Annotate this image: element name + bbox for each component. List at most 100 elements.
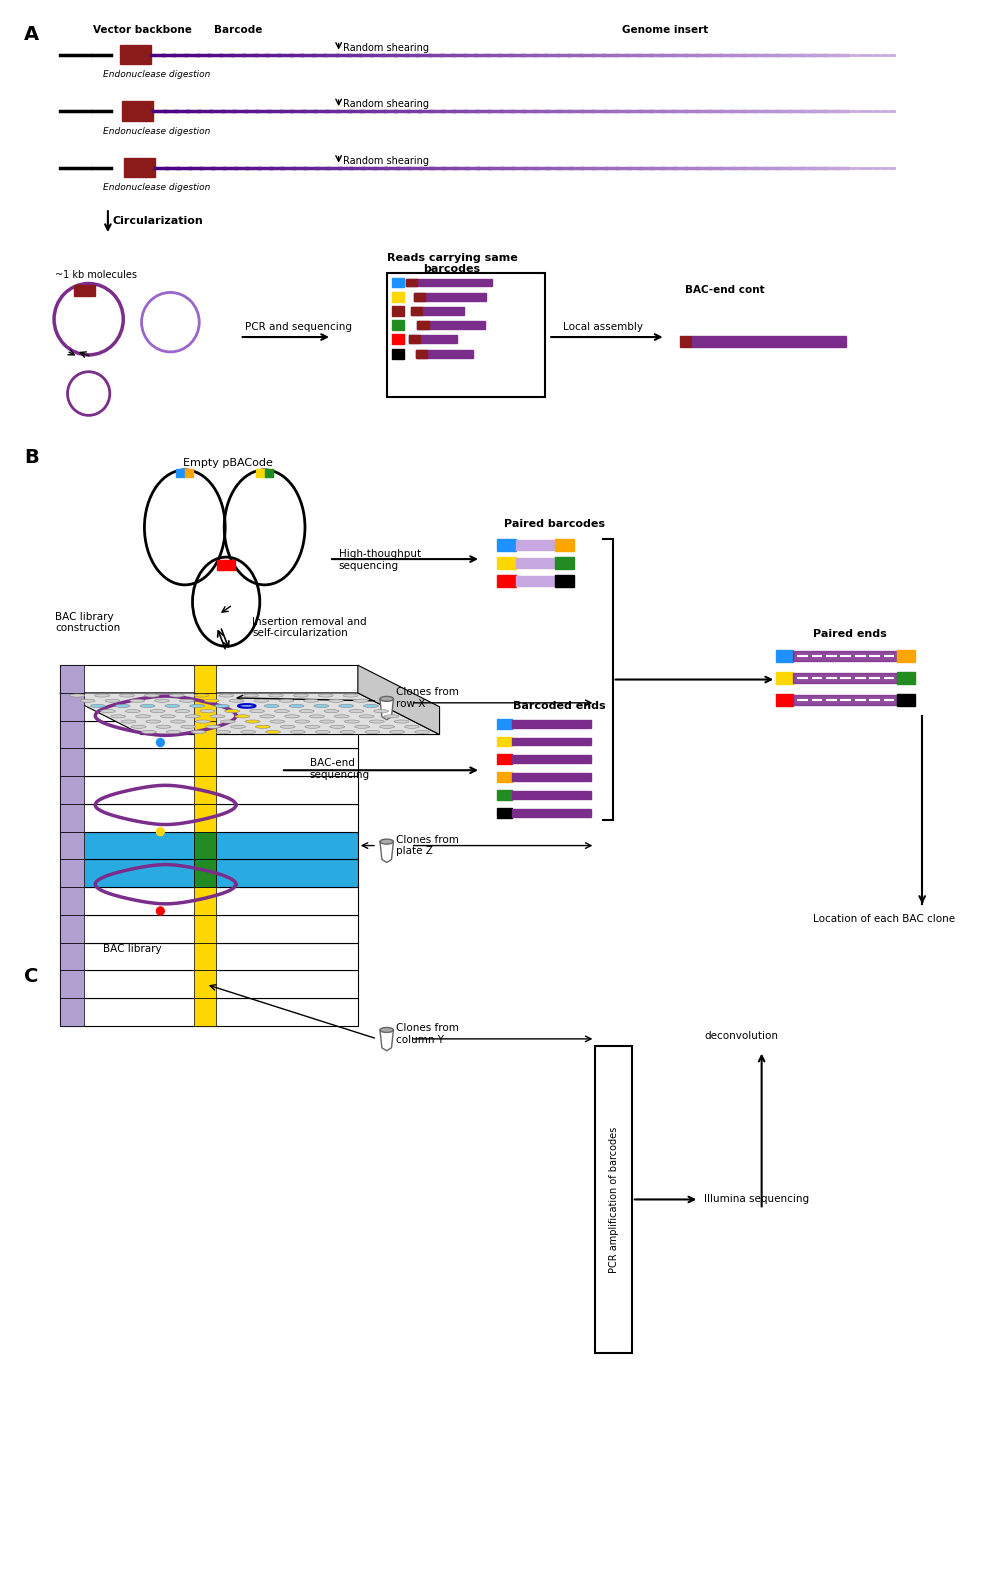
Bar bbox=[497, 736, 512, 746]
Bar bbox=[264, 469, 273, 477]
Ellipse shape bbox=[210, 714, 225, 717]
Bar bbox=[392, 335, 404, 344]
Bar bbox=[256, 469, 264, 477]
Ellipse shape bbox=[160, 714, 175, 717]
Polygon shape bbox=[194, 693, 216, 720]
Ellipse shape bbox=[111, 714, 126, 717]
Polygon shape bbox=[59, 888, 357, 915]
Ellipse shape bbox=[344, 693, 358, 697]
Text: Location of each BAC clone: Location of each BAC clone bbox=[813, 913, 954, 925]
Bar bbox=[185, 469, 193, 477]
Ellipse shape bbox=[289, 705, 304, 708]
Text: C: C bbox=[24, 966, 39, 985]
Bar bbox=[121, 45, 151, 64]
Ellipse shape bbox=[279, 700, 294, 703]
Bar bbox=[497, 808, 512, 818]
Ellipse shape bbox=[320, 720, 335, 724]
Text: BAC library: BAC library bbox=[103, 944, 161, 953]
Bar bbox=[409, 335, 456, 343]
Ellipse shape bbox=[235, 714, 249, 717]
Bar bbox=[409, 335, 421, 343]
Ellipse shape bbox=[231, 725, 246, 728]
Ellipse shape bbox=[345, 720, 359, 724]
Bar bbox=[418, 320, 429, 328]
Ellipse shape bbox=[80, 700, 95, 703]
Ellipse shape bbox=[365, 730, 380, 733]
Ellipse shape bbox=[206, 725, 221, 728]
Polygon shape bbox=[59, 803, 84, 832]
Polygon shape bbox=[59, 859, 357, 888]
Polygon shape bbox=[194, 832, 216, 859]
Ellipse shape bbox=[195, 720, 211, 724]
Polygon shape bbox=[59, 859, 84, 888]
Text: B: B bbox=[24, 448, 39, 467]
Ellipse shape bbox=[379, 725, 394, 728]
Ellipse shape bbox=[380, 838, 393, 845]
Text: BAC-end cont: BAC-end cont bbox=[685, 284, 764, 295]
Text: deconvolution: deconvolution bbox=[704, 1031, 778, 1041]
Polygon shape bbox=[59, 888, 84, 915]
Bar bbox=[897, 673, 915, 684]
Ellipse shape bbox=[146, 720, 160, 724]
Ellipse shape bbox=[215, 705, 230, 708]
Text: Insertion removal and
self-circularization: Insertion removal and self-circularizati… bbox=[252, 617, 366, 638]
Ellipse shape bbox=[374, 709, 389, 713]
Ellipse shape bbox=[90, 705, 105, 708]
Ellipse shape bbox=[254, 700, 269, 703]
Ellipse shape bbox=[164, 705, 180, 708]
Ellipse shape bbox=[284, 714, 300, 717]
Bar bbox=[517, 575, 555, 587]
Ellipse shape bbox=[154, 700, 169, 703]
Ellipse shape bbox=[380, 1028, 393, 1033]
Text: Illumina sequencing: Illumina sequencing bbox=[704, 1194, 809, 1205]
Ellipse shape bbox=[219, 693, 234, 697]
Polygon shape bbox=[59, 720, 357, 749]
Polygon shape bbox=[59, 665, 357, 693]
Ellipse shape bbox=[390, 730, 405, 733]
Polygon shape bbox=[59, 803, 357, 832]
Bar bbox=[512, 719, 590, 727]
Bar bbox=[123, 100, 153, 121]
Polygon shape bbox=[59, 998, 84, 1027]
Text: Vector backbone: Vector backbone bbox=[93, 26, 192, 35]
Text: A: A bbox=[24, 26, 40, 43]
Bar bbox=[497, 719, 512, 728]
Ellipse shape bbox=[348, 709, 363, 713]
Polygon shape bbox=[59, 693, 440, 735]
Bar bbox=[418, 320, 485, 328]
Ellipse shape bbox=[305, 725, 320, 728]
Text: Clones from
plate Z: Clones from plate Z bbox=[396, 835, 459, 856]
Ellipse shape bbox=[315, 730, 330, 733]
Bar bbox=[416, 351, 473, 359]
Ellipse shape bbox=[191, 730, 206, 733]
Ellipse shape bbox=[105, 700, 120, 703]
Ellipse shape bbox=[120, 693, 135, 697]
Polygon shape bbox=[357, 665, 440, 735]
Ellipse shape bbox=[314, 705, 329, 708]
Ellipse shape bbox=[150, 709, 165, 713]
Polygon shape bbox=[59, 971, 357, 998]
Polygon shape bbox=[194, 665, 216, 693]
Polygon shape bbox=[59, 998, 357, 1027]
Ellipse shape bbox=[259, 714, 274, 717]
Ellipse shape bbox=[142, 730, 156, 733]
Text: Paired barcodes: Paired barcodes bbox=[505, 520, 606, 529]
Polygon shape bbox=[194, 915, 216, 942]
Polygon shape bbox=[59, 832, 84, 859]
Polygon shape bbox=[59, 749, 357, 776]
Ellipse shape bbox=[130, 700, 145, 703]
Text: Endonuclease digestion: Endonuclease digestion bbox=[103, 70, 211, 80]
Text: Random shearing: Random shearing bbox=[344, 43, 430, 53]
Polygon shape bbox=[194, 971, 216, 998]
Ellipse shape bbox=[415, 730, 430, 733]
Polygon shape bbox=[194, 859, 216, 888]
Circle shape bbox=[156, 827, 164, 835]
Ellipse shape bbox=[324, 709, 339, 713]
Bar bbox=[406, 279, 492, 287]
Ellipse shape bbox=[293, 693, 308, 697]
Ellipse shape bbox=[359, 714, 374, 717]
Bar bbox=[512, 773, 590, 781]
Ellipse shape bbox=[249, 709, 264, 713]
Ellipse shape bbox=[175, 709, 190, 713]
Text: ~1 kb molecules: ~1 kb molecules bbox=[55, 269, 137, 279]
